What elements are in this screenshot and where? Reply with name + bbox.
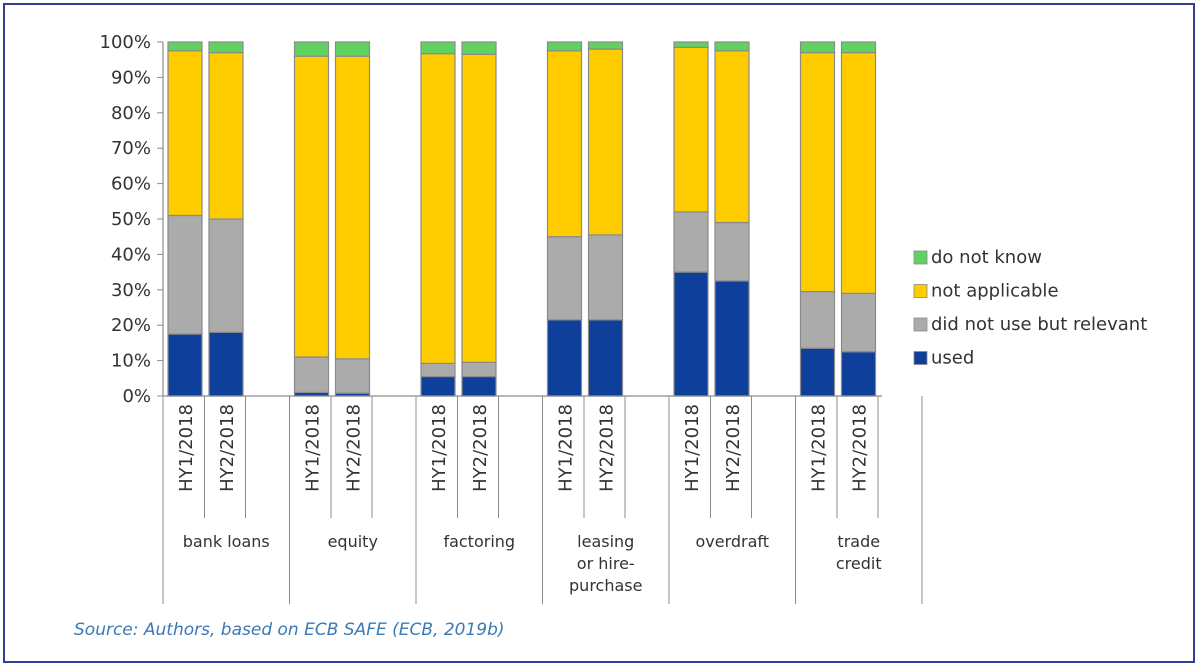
period-label: HY1/2018: [809, 404, 830, 492]
bar-segment-did-not-use-but-relevant: [334, 358, 371, 394]
legend-swatch: [913, 250, 928, 265]
bar-segment-did-not-use-but-relevant: [167, 214, 203, 335]
period-label: HY1/2018: [303, 404, 324, 492]
source-note: Source: Authors, based on ECB SAFE (ECB,…: [74, 620, 505, 640]
y-tick-label: 50%: [111, 209, 151, 230]
period-label: HY1/2018: [556, 404, 577, 492]
period-label: HY2/2018: [470, 404, 491, 492]
period-label: HY2/2018: [217, 404, 238, 492]
bar-segment-used: [420, 375, 456, 397]
bar-segment-did-not-use-but-relevant: [461, 361, 497, 378]
bar-segment-did-not-use-but-relevant: [208, 218, 244, 333]
bar-segment-did-not-use-but-relevant: [799, 290, 836, 349]
legend-label: did not use but relevant: [931, 314, 1147, 335]
bar-segment-do-not-know: [673, 41, 709, 48]
legend-swatch: [913, 317, 928, 332]
bar-segment-do-not-know: [334, 41, 371, 57]
period-label: HY1/2018: [429, 404, 450, 492]
bar-segment-not-applicable: [799, 52, 836, 293]
bar-segment-did-not-use-but-relevant: [546, 236, 583, 321]
bar-segment-not-applicable: [673, 46, 709, 213]
bar-segment-do-not-know: [587, 41, 624, 50]
bar-segment-used: [673, 271, 709, 397]
legend-label: do not know: [931, 247, 1042, 268]
y-tick-label: 90%: [111, 67, 151, 88]
bar-segment-not-applicable: [840, 52, 877, 294]
y-tick-label: 30%: [111, 280, 151, 301]
bar-segment-did-not-use-but-relevant: [587, 234, 624, 321]
y-tick-label: 0%: [122, 386, 151, 407]
y-tick-label: 40%: [111, 244, 151, 265]
bar-segment-not-applicable: [208, 52, 244, 220]
bar-segment-do-not-know: [167, 41, 203, 52]
bar-segment-do-not-know: [461, 41, 497, 55]
legend-label: used: [931, 348, 974, 369]
y-tick-label: 60%: [111, 174, 151, 195]
bar-segment-do-not-know: [714, 41, 750, 52]
bar-segment-did-not-use-but-relevant: [673, 211, 709, 273]
bar-segment-did-not-use-but-relevant: [420, 362, 456, 378]
bar-segment-did-not-use-but-relevant: [293, 356, 330, 394]
bar-segment-used: [714, 280, 750, 397]
period-label: HY2/2018: [850, 404, 871, 492]
bar-segment-not-applicable: [334, 55, 371, 360]
bar-segment-used: [167, 333, 203, 397]
bar-segment-used: [461, 375, 497, 397]
y-tick-label: 10%: [111, 351, 151, 372]
bar-segment-did-not-use-but-relevant: [840, 292, 877, 353]
period-label: HY2/2018: [344, 404, 365, 492]
legend-label: not applicable: [931, 281, 1059, 302]
bar-segment-do-not-know: [208, 41, 244, 54]
y-tick-label: 100%: [100, 32, 151, 53]
bar-segment-used: [208, 331, 244, 397]
bar-segment-not-applicable: [714, 50, 750, 224]
y-tick-label: 80%: [111, 103, 151, 124]
group-label: trade credit: [836, 532, 882, 573]
bar-segment-used: [546, 319, 583, 397]
period-label: HY2/2018: [723, 404, 744, 492]
legend-swatch: [913, 284, 928, 298]
bar-segment-do-not-know: [546, 41, 583, 52]
bar-segment-not-applicable: [293, 55, 330, 358]
bar-segment-used: [840, 351, 877, 397]
bar-segment-not-applicable: [546, 50, 583, 238]
bar-segment-did-not-use-but-relevant: [714, 221, 750, 282]
group-label: equity: [328, 532, 378, 551]
bar-segment-do-not-know: [840, 41, 877, 54]
bar-segment-used: [799, 347, 836, 397]
group-label: overdraft: [695, 532, 769, 551]
bar-segment-do-not-know: [293, 41, 330, 57]
legend-swatch: [913, 351, 928, 365]
bar-segment-do-not-know: [420, 41, 456, 55]
period-label: HY1/2018: [682, 404, 703, 492]
group-label: factoring: [443, 532, 515, 551]
period-label: HY2/2018: [597, 404, 618, 492]
bar-segment-used: [587, 319, 624, 397]
group-label: leasing or hire-purchase: [569, 532, 642, 595]
y-tick-label: 20%: [111, 315, 151, 336]
group-label: bank loans: [183, 532, 270, 551]
bar-segment-not-applicable: [587, 48, 624, 236]
y-tick-label: 70%: [111, 138, 151, 159]
period-label: HY1/2018: [176, 404, 197, 492]
bar-segment-not-applicable: [167, 50, 203, 217]
bar-segment-do-not-know: [799, 41, 836, 54]
bar-segment-not-applicable: [461, 53, 497, 363]
bar-segment-not-applicable: [420, 53, 456, 365]
